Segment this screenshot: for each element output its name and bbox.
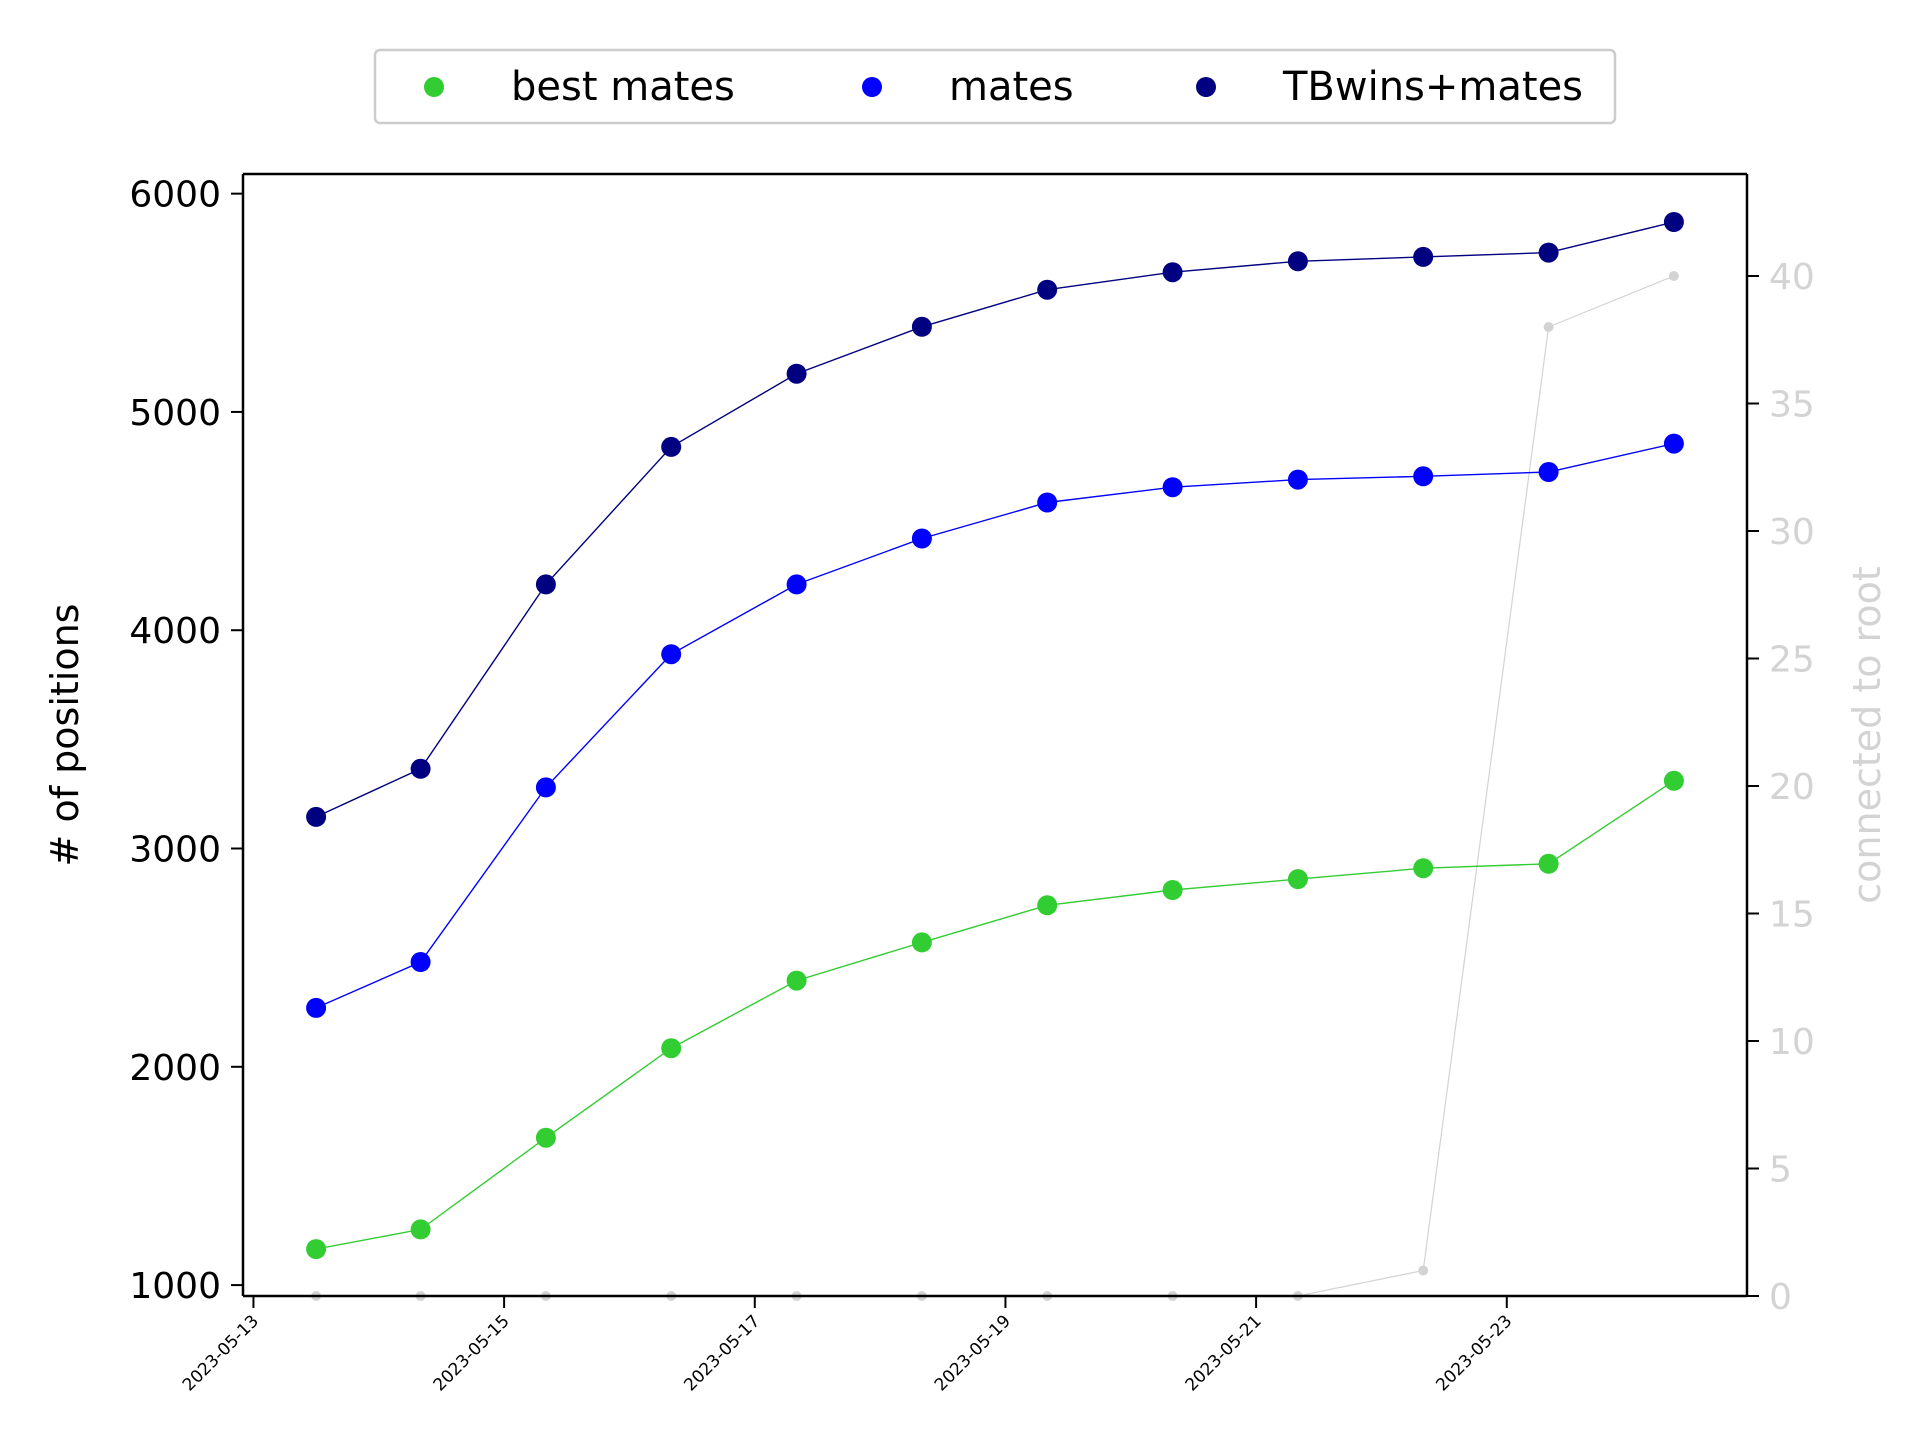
data-point-tbwins-mates xyxy=(410,758,431,779)
data-point-tbwins-mates xyxy=(1287,251,1308,272)
y-axis-label-right: connected to root xyxy=(1845,566,1889,903)
y-tick-label-left: 4000 xyxy=(129,611,221,652)
x-tick-label: 2023-05-19 xyxy=(931,1311,1015,1395)
legend-marker-mates xyxy=(862,77,882,97)
data-point-tbwins-mates xyxy=(1538,242,1559,263)
data-point-mates xyxy=(1413,466,1434,487)
y-tick-label-left: 6000 xyxy=(129,175,221,216)
data-point-mates xyxy=(306,997,327,1018)
data-point-best-mates xyxy=(535,1127,556,1148)
data-point-mates xyxy=(786,574,807,595)
series-best-mates xyxy=(306,770,1684,1260)
data-point-best-mates xyxy=(1287,869,1308,890)
y-tick-label-right: 20 xyxy=(1769,767,1815,808)
data-point-best-mates xyxy=(1538,853,1559,874)
data-point-best-mates xyxy=(786,970,807,991)
data-point-tbwins-mates xyxy=(1663,212,1684,232)
y-tick-label-left: 1000 xyxy=(129,1266,221,1307)
data-point-mates xyxy=(1162,477,1183,498)
data-point-tbwins-mates xyxy=(911,316,932,337)
legend-marker-tbwins-mates xyxy=(1196,77,1216,97)
y-tick-label-right: 15 xyxy=(1769,895,1815,936)
y-tick-label-left: 5000 xyxy=(129,393,221,434)
data-point-mates xyxy=(1663,433,1684,454)
axes: 1000 2000 3000 4000 5000 6000 0 5 10 15 20 25 30 35 40… xyxy=(43,172,1889,1395)
data-point-best-mates xyxy=(911,932,932,953)
series-mates xyxy=(306,433,1684,1018)
data-point-connected-to-root xyxy=(1543,322,1554,332)
legend: best mates mates TBwins+mates xyxy=(373,48,1617,125)
data-point-best-mates xyxy=(1413,858,1434,879)
y-tick-label-right: 35 xyxy=(1769,385,1815,426)
series-line-connected-to-root xyxy=(316,275,1675,1297)
series-line-mates xyxy=(315,442,1675,1009)
data-point-tbwins-mates xyxy=(1162,262,1183,283)
data-point-mates xyxy=(1538,462,1559,482)
x-tick-label: 2023-05-23 xyxy=(1432,1311,1516,1395)
y-tick-label-right: 40 xyxy=(1769,257,1815,298)
legend-label-mates: mates xyxy=(949,64,1074,110)
data-point-tbwins-mates xyxy=(535,574,556,595)
y-tick-label-right: 0 xyxy=(1769,1277,1792,1318)
data-point-tbwins-mates xyxy=(661,436,682,457)
data-point-best-mates xyxy=(661,1038,682,1059)
series-connected-to-root xyxy=(311,271,1679,1301)
data-point-tbwins-mates xyxy=(1037,279,1058,300)
data-point-mates xyxy=(535,777,556,798)
y-tick-label-left: 3000 xyxy=(129,830,221,871)
data-point-tbwins-mates xyxy=(306,806,327,827)
y-tick-label-right: 5 xyxy=(1769,1150,1792,1191)
x-tick-label: 2023-05-15 xyxy=(430,1311,514,1395)
legend-label-best-mates: best mates xyxy=(511,64,735,110)
data-point-best-mates xyxy=(1037,895,1058,916)
y-tick-label-right: 30 xyxy=(1769,512,1815,553)
data-point-mates xyxy=(1287,469,1308,490)
data-point-mates xyxy=(1037,492,1058,513)
legend-marker-best-mates xyxy=(424,77,444,97)
y-tick-label-left: 2000 xyxy=(129,1048,221,1089)
data-point-mates xyxy=(911,528,932,549)
data-point-best-mates xyxy=(1162,880,1183,900)
legend-label-tbwins-mates: TBwins+mates xyxy=(1282,64,1583,110)
data-point-tbwins-mates xyxy=(786,363,807,384)
series-tbwins-mates xyxy=(306,212,1684,827)
series-line-best-mates xyxy=(315,780,1675,1250)
x-tick-label: 2023-05-13 xyxy=(179,1311,263,1395)
series-line-tbwins-mates xyxy=(315,221,1675,818)
data-point-best-mates xyxy=(306,1239,327,1260)
data-point-mates xyxy=(661,644,682,665)
y-tick-label-right: 25 xyxy=(1769,640,1815,681)
data-point-tbwins-mates xyxy=(1413,246,1434,267)
data-point-best-mates xyxy=(1663,770,1684,791)
data-point-best-mates xyxy=(410,1219,431,1240)
plot-area xyxy=(306,212,1684,1301)
y-axis-label-left: # of positions xyxy=(43,604,87,867)
x-tick-label: 2023-05-21 xyxy=(1182,1311,1266,1395)
data-point-mates xyxy=(410,952,431,972)
x-tick-label: 2023-05-17 xyxy=(680,1311,764,1395)
legend-frame xyxy=(373,48,1617,125)
data-point-connected-to-root xyxy=(1418,1265,1429,1276)
y-tick-label-right: 10 xyxy=(1769,1022,1815,1063)
data-point-connected-to-root xyxy=(1668,271,1679,281)
